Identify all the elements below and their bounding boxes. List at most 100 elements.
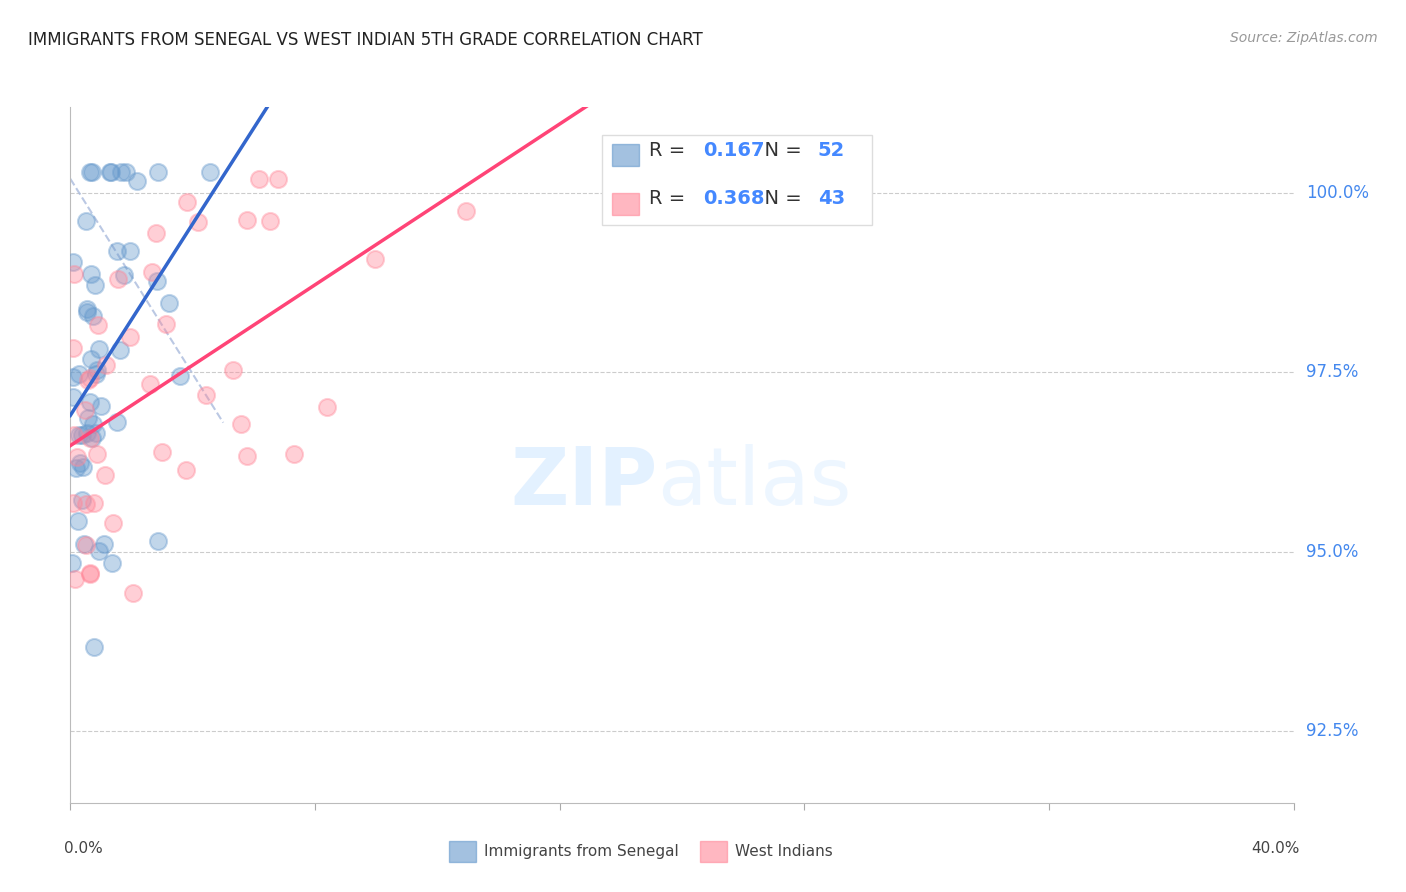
Point — [157, 296, 180, 310]
Point — [82, 417, 104, 431]
Point — [148, 534, 170, 549]
Point — [62, 390, 84, 404]
Point — [82, 431, 104, 445]
Point — [107, 415, 129, 429]
Point — [222, 363, 245, 377]
Point — [195, 388, 218, 402]
Point — [176, 194, 198, 209]
Point — [62, 255, 84, 269]
Point — [77, 410, 100, 425]
Point — [115, 164, 138, 178]
Text: ZIP: ZIP — [510, 443, 658, 522]
Point — [93, 537, 115, 551]
Point — [110, 164, 132, 178]
Text: 92.5%: 92.5% — [1306, 722, 1358, 740]
Point — [62, 341, 84, 355]
Point — [79, 431, 101, 445]
Point — [80, 267, 103, 281]
Point — [103, 516, 125, 531]
Point — [75, 497, 97, 511]
Point — [82, 309, 104, 323]
Point — [84, 368, 107, 382]
Point — [364, 252, 387, 266]
Point — [187, 215, 209, 229]
Point — [121, 586, 143, 600]
Point — [105, 244, 128, 258]
Point — [316, 400, 339, 414]
Text: N =: N = — [752, 141, 807, 160]
Point — [83, 640, 105, 654]
Point — [229, 417, 252, 431]
Point — [84, 277, 107, 292]
Point — [79, 371, 101, 385]
Point — [63, 428, 86, 442]
Point — [72, 459, 94, 474]
Text: 40.0%: 40.0% — [1251, 841, 1299, 856]
Point — [66, 514, 89, 528]
Text: 0.167: 0.167 — [703, 141, 765, 160]
Text: Source: ZipAtlas.com: Source: ZipAtlas.com — [1230, 31, 1378, 45]
Point — [63, 572, 86, 586]
Point — [73, 537, 96, 551]
Point — [60, 556, 83, 570]
Point — [454, 203, 477, 218]
Point — [139, 377, 162, 392]
Point — [67, 428, 90, 442]
Point — [73, 402, 96, 417]
Text: 95.0%: 95.0% — [1306, 542, 1358, 561]
Point — [75, 214, 97, 228]
Point — [174, 463, 197, 477]
Bar — [612, 193, 640, 215]
Point — [75, 538, 97, 552]
Point — [76, 305, 98, 319]
Point — [84, 426, 107, 441]
Text: West Indians: West Indians — [734, 844, 832, 859]
Point — [86, 447, 108, 461]
Bar — [700, 841, 727, 862]
Text: atlas: atlas — [658, 443, 852, 522]
Point — [62, 496, 84, 510]
Text: IMMIGRANTS FROM SENEGAL VS WEST INDIAN 5TH GRADE CORRELATION CHART: IMMIGRANTS FROM SENEGAL VS WEST INDIAN 5… — [28, 31, 703, 49]
Point — [90, 399, 112, 413]
Point — [236, 449, 259, 463]
Text: 100.0%: 100.0% — [1306, 184, 1369, 202]
Point — [155, 317, 177, 331]
Point — [63, 268, 86, 282]
Point — [89, 544, 111, 558]
Point — [236, 213, 259, 227]
Bar — [602, 135, 872, 226]
Point — [247, 171, 270, 186]
Point — [94, 358, 117, 372]
Text: 43: 43 — [818, 189, 845, 209]
Point — [67, 367, 90, 381]
Text: 0.368: 0.368 — [703, 189, 765, 209]
Point — [70, 492, 93, 507]
Point — [66, 450, 89, 465]
Point — [107, 272, 129, 286]
Point — [93, 467, 115, 482]
Point — [79, 566, 101, 581]
Point — [150, 445, 173, 459]
Point — [259, 213, 281, 227]
Point — [62, 370, 84, 384]
Text: 97.5%: 97.5% — [1306, 363, 1358, 382]
Text: R =: R = — [650, 189, 692, 209]
Point — [145, 226, 167, 240]
Point — [148, 164, 170, 178]
Point — [118, 244, 141, 258]
Point — [141, 265, 163, 279]
Bar — [612, 144, 640, 166]
Point — [79, 164, 101, 178]
Point — [283, 447, 305, 461]
Point — [83, 496, 105, 510]
Point — [79, 395, 101, 409]
Point — [65, 461, 87, 475]
Text: Immigrants from Senegal: Immigrants from Senegal — [484, 844, 679, 859]
Point — [169, 369, 191, 384]
Point — [112, 268, 135, 282]
Bar — [450, 841, 477, 862]
Text: 52: 52 — [818, 141, 845, 160]
Point — [80, 351, 103, 366]
Point — [118, 330, 141, 344]
Point — [101, 557, 124, 571]
